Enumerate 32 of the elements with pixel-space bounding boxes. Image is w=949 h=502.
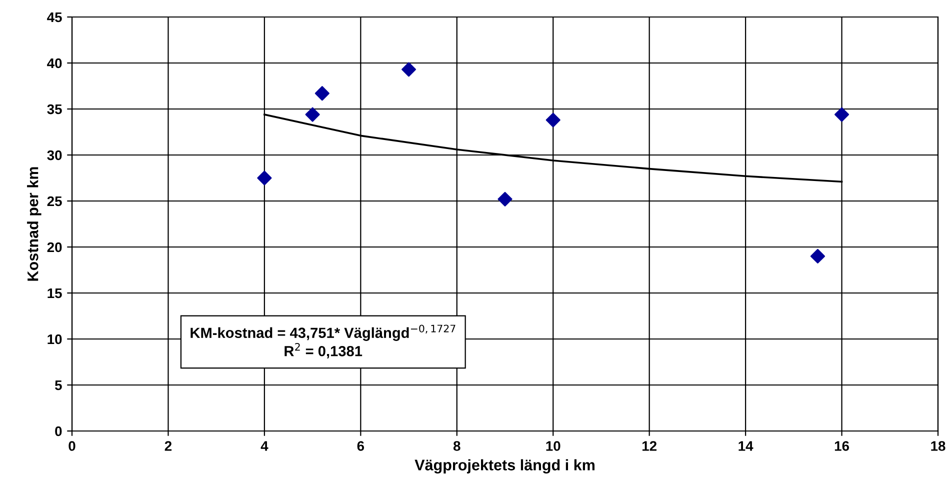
- y-tick-label: 35: [47, 104, 62, 114]
- x-tick-label: 12: [642, 441, 656, 451]
- y-tick-label: 15: [48, 288, 62, 298]
- annotation: R$^{2}$ = 0,1381: [284, 342, 362, 358]
- x-tick-label: 16: [834, 441, 849, 451]
- point: [498, 192, 512, 206]
- point: [305, 107, 320, 122]
- x-tick-label: 0: [68, 441, 76, 451]
- y-tick-label: 40: [47, 58, 62, 68]
- annotation: KM-kostnad = 43,751* Väglängd$^{−0,1727}$: [190, 324, 456, 341]
- y-tick-label: 30: [47, 150, 62, 160]
- y-axis-title: Kostnad per km: [27, 167, 42, 281]
- x-tick-label: 4: [260, 441, 268, 451]
- y-tick-label: 0: [55, 426, 62, 436]
- x-tick-label: 18: [931, 441, 946, 451]
- x-axis-title: Vägprojektets längd i km: [414, 459, 594, 474]
- y-tick-label: 5: [54, 380, 62, 390]
- point: [834, 107, 850, 122]
- x-tick-label: 14: [738, 441, 754, 451]
- x-tick-label: 8: [453, 441, 460, 451]
- x-tick-label: 6: [357, 441, 364, 451]
- point: [314, 86, 330, 101]
- point: [257, 170, 272, 186]
- point: [810, 248, 826, 264]
- point: [401, 62, 416, 77]
- x-tick-label: 10: [546, 441, 560, 451]
- x-tick-label: 2: [164, 441, 172, 451]
- y-tick-label: 10: [48, 334, 62, 344]
- y-tick-label: 45: [47, 12, 62, 22]
- point: [546, 112, 560, 128]
- y-tick-label: 20: [47, 242, 62, 252]
- y-tick-label: 25: [47, 196, 62, 206]
